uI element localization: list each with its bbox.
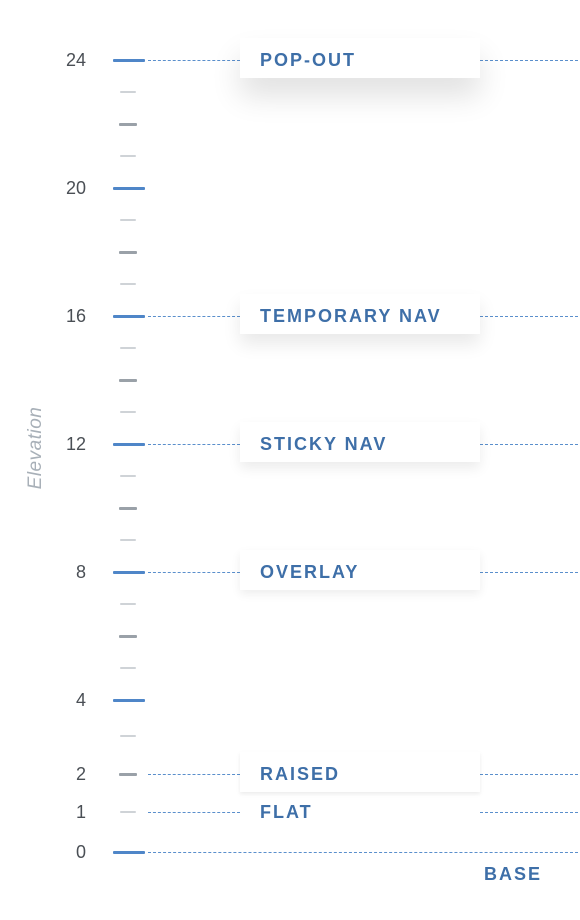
tick-mark <box>113 699 145 702</box>
level-guide-line <box>480 812 578 813</box>
minor-tick <box>120 91 136 93</box>
minor-tick <box>120 155 136 157</box>
tick-mark <box>113 851 145 854</box>
level-label: RAISED <box>260 764 341 784</box>
minor-tick <box>119 379 137 382</box>
level-label: TEMPORARY NAV <box>260 306 442 326</box>
minor-tick <box>120 667 136 669</box>
tick-label: 20 <box>65 178 86 198</box>
tick-label: 4 <box>75 690 86 710</box>
tick-mark <box>119 773 137 776</box>
base-guide-line <box>148 852 578 853</box>
level-guide-line <box>148 316 240 317</box>
level-guide-line <box>480 444 578 445</box>
minor-tick <box>120 735 136 737</box>
level-guide-line <box>480 774 578 775</box>
tick-mark <box>113 59 145 62</box>
tick-label: 8 <box>75 562 86 582</box>
minor-tick <box>120 347 136 349</box>
base-label: BASE <box>484 864 543 884</box>
tick-label: 0 <box>75 842 86 862</box>
level-guide-line <box>148 60 240 61</box>
level-guide-line <box>148 444 240 445</box>
level-guide-line <box>480 316 578 317</box>
minor-tick <box>120 475 136 477</box>
minor-tick <box>119 635 137 638</box>
level-label: STICKY NAV <box>260 434 388 454</box>
level-label: FLAT <box>260 802 313 822</box>
tick-mark <box>113 187 145 190</box>
level-guide-line <box>148 774 240 775</box>
minor-tick <box>120 219 136 221</box>
elevation-card <box>240 422 480 462</box>
tick-label: 12 <box>65 434 86 454</box>
minor-tick <box>120 283 136 285</box>
level-guide-line <box>480 572 578 573</box>
elevation-card <box>240 38 480 78</box>
tick-label: 16 <box>65 306 86 326</box>
minor-tick <box>120 539 136 541</box>
axis-title: Elevation <box>25 406 46 490</box>
minor-tick <box>119 123 137 126</box>
tick-mark <box>113 443 145 446</box>
level-label: OVERLAY <box>260 562 360 582</box>
elevation-card <box>240 550 480 590</box>
level-guide-line <box>148 812 240 813</box>
tick-mark <box>113 571 145 574</box>
level-label: POP-OUT <box>260 50 357 70</box>
minor-tick <box>120 603 136 605</box>
elevation-card <box>240 752 480 792</box>
elevation-card <box>240 294 480 334</box>
tick-label: 2 <box>75 764 86 784</box>
level-guide-line <box>148 572 240 573</box>
minor-tick <box>119 251 137 254</box>
minor-tick <box>120 411 136 413</box>
level-guide-line <box>480 60 578 61</box>
minor-tick <box>119 507 137 510</box>
tick-mark <box>120 811 136 813</box>
tick-mark <box>113 315 145 318</box>
tick-label: 24 <box>65 50 86 70</box>
tick-label: 1 <box>75 802 86 822</box>
